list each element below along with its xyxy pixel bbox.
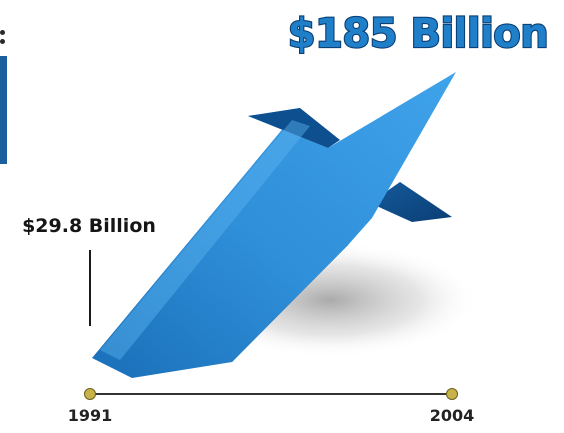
start-value-label: $29.8 Billion (22, 215, 156, 237)
end-year-marker (446, 388, 458, 400)
arrow-body-face (92, 72, 456, 378)
cropped-text-fragment (0, 30, 5, 35)
arrow-head-underside (370, 182, 452, 222)
end-value-label: $185 Billion (288, 11, 549, 57)
arrow-highlight (100, 120, 310, 360)
growth-arrow (92, 72, 456, 378)
start-year-marker (84, 388, 96, 400)
cropped-blue-panel (0, 56, 7, 164)
end-year-label: 2004 (430, 406, 475, 425)
arrow-barb-side (248, 108, 340, 148)
start-year-label: 1991 (68, 406, 113, 425)
